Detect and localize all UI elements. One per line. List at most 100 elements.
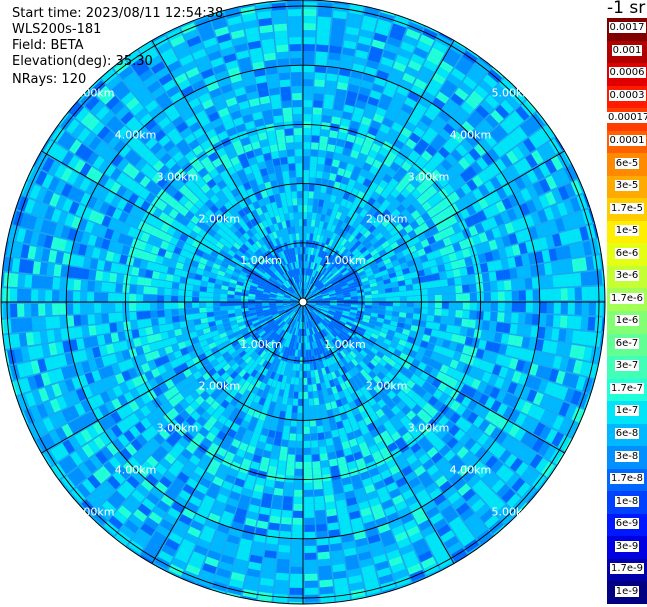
range-gate-cell <box>396 322 405 329</box>
range-gate-cell <box>378 347 387 355</box>
range-gate-cell <box>362 318 370 323</box>
range-gate-cell <box>130 320 139 330</box>
range-gate-cell <box>319 446 327 455</box>
range-gate-cell <box>275 37 288 46</box>
range-gate-cell <box>290 298 298 301</box>
range-gate-cell <box>265 369 273 378</box>
range-gate-cell <box>297 321 300 329</box>
range-gate-cell <box>248 296 256 300</box>
range-gate-cell <box>168 407 179 419</box>
range-gate-cell <box>526 470 540 485</box>
range-gate-cell <box>216 447 228 457</box>
range-gate-cell <box>177 103 191 115</box>
range-gate-cell <box>228 578 244 589</box>
range-gate-cell <box>213 420 224 431</box>
range-gate-cell <box>192 370 202 380</box>
range-gate-cell <box>276 136 286 144</box>
range-gate-cell <box>200 214 210 224</box>
range-gate-cell <box>216 343 226 351</box>
range-gate-cell <box>346 334 354 341</box>
range-gate-cell <box>41 173 54 189</box>
range-gate-cell <box>251 209 259 218</box>
range-gate-cell <box>17 303 25 317</box>
range-gate-cell <box>130 102 144 116</box>
range-gate-cell <box>356 342 365 350</box>
range-gate-cell <box>498 344 508 355</box>
range-gate-cell <box>410 373 420 383</box>
range-gate-cell <box>219 332 228 339</box>
range-gate-cell <box>316 163 324 172</box>
range-gate-cell <box>199 307 207 313</box>
range-gate-cell <box>229 527 242 538</box>
range-gate-cell <box>222 276 231 283</box>
range-gate-cell <box>255 207 263 216</box>
range-gate-cell <box>440 316 449 324</box>
range-gate-cell <box>304 566 318 574</box>
range-gate-cell <box>570 390 582 406</box>
range-gate-cell <box>263 196 271 205</box>
range-gate-cell <box>562 343 572 357</box>
range-gate-cell <box>177 79 191 91</box>
range-gate-cell <box>481 489 496 503</box>
range-gate-cell <box>509 409 521 423</box>
range-gate-cell <box>304 496 314 504</box>
range-gate-cell <box>151 271 160 280</box>
range-gate-cell <box>327 342 333 350</box>
range-gate-cell <box>514 427 527 442</box>
range-gate-cell <box>342 348 350 356</box>
range-gate-cell <box>22 181 35 197</box>
range-gate-cell <box>451 333 460 343</box>
range-gate-cell <box>234 288 243 293</box>
range-gate-cell <box>224 541 238 552</box>
range-gate-cell <box>409 531 424 544</box>
range-gate-cell <box>356 380 365 389</box>
range-gate-cell <box>325 438 334 447</box>
range-gate-cell <box>260 205 268 214</box>
range-gate-cell <box>266 218 273 227</box>
range-gate-cell <box>274 316 282 322</box>
range-gate-cell <box>75 388 87 402</box>
range-gate-cell <box>286 271 291 279</box>
range-gate-cell <box>115 312 123 322</box>
range-gate-cell <box>571 424 579 438</box>
range-gate-cell <box>290 285 296 292</box>
range-gate-cell <box>23 229 34 244</box>
range-gate-cell <box>303 391 309 399</box>
range-gate-cell <box>285 362 291 370</box>
range-gate-cell <box>32 261 41 275</box>
range-gate-cell <box>316 530 328 539</box>
range-gate-cell <box>479 509 495 524</box>
range-gate-cell <box>184 339 193 347</box>
range-gate-cell <box>175 495 188 508</box>
range-gate-cell <box>128 514 144 528</box>
range-gate-cell <box>226 367 235 376</box>
range-gate-cell <box>324 366 331 375</box>
range-gate-cell <box>164 488 178 501</box>
range-gate-cell <box>208 367 217 377</box>
range-gate-cell <box>265 203 273 212</box>
range-gate-cell <box>325 80 337 89</box>
range-gate-cell <box>250 547 264 557</box>
range-gate-cell <box>311 447 319 455</box>
range-gate-cell <box>226 497 239 508</box>
range-gate-cell <box>362 514 375 524</box>
range-gate-cell <box>383 338 392 346</box>
range-gate-cell <box>453 459 466 472</box>
range-gate-cell <box>308 184 315 192</box>
range-gate-cell <box>73 315 82 326</box>
range-gate-cell <box>524 450 537 465</box>
range-gate-cell <box>357 302 365 305</box>
range-gate-cell <box>250 314 258 319</box>
range-gate-cell <box>238 246 247 255</box>
range-gate-cell <box>484 341 494 352</box>
range-gate-cell <box>184 532 199 545</box>
range-gate-cell <box>326 515 338 524</box>
range-gate-cell <box>97 174 110 187</box>
range-gate-cell <box>143 311 151 319</box>
range-gate-cell <box>37 358 47 373</box>
range-gate-cell <box>297 307 301 315</box>
range-gate-cell <box>255 292 263 296</box>
range-gate-cell <box>521 401 533 415</box>
range-gate-cell <box>303 440 311 448</box>
range-gate-cell <box>191 172 202 184</box>
